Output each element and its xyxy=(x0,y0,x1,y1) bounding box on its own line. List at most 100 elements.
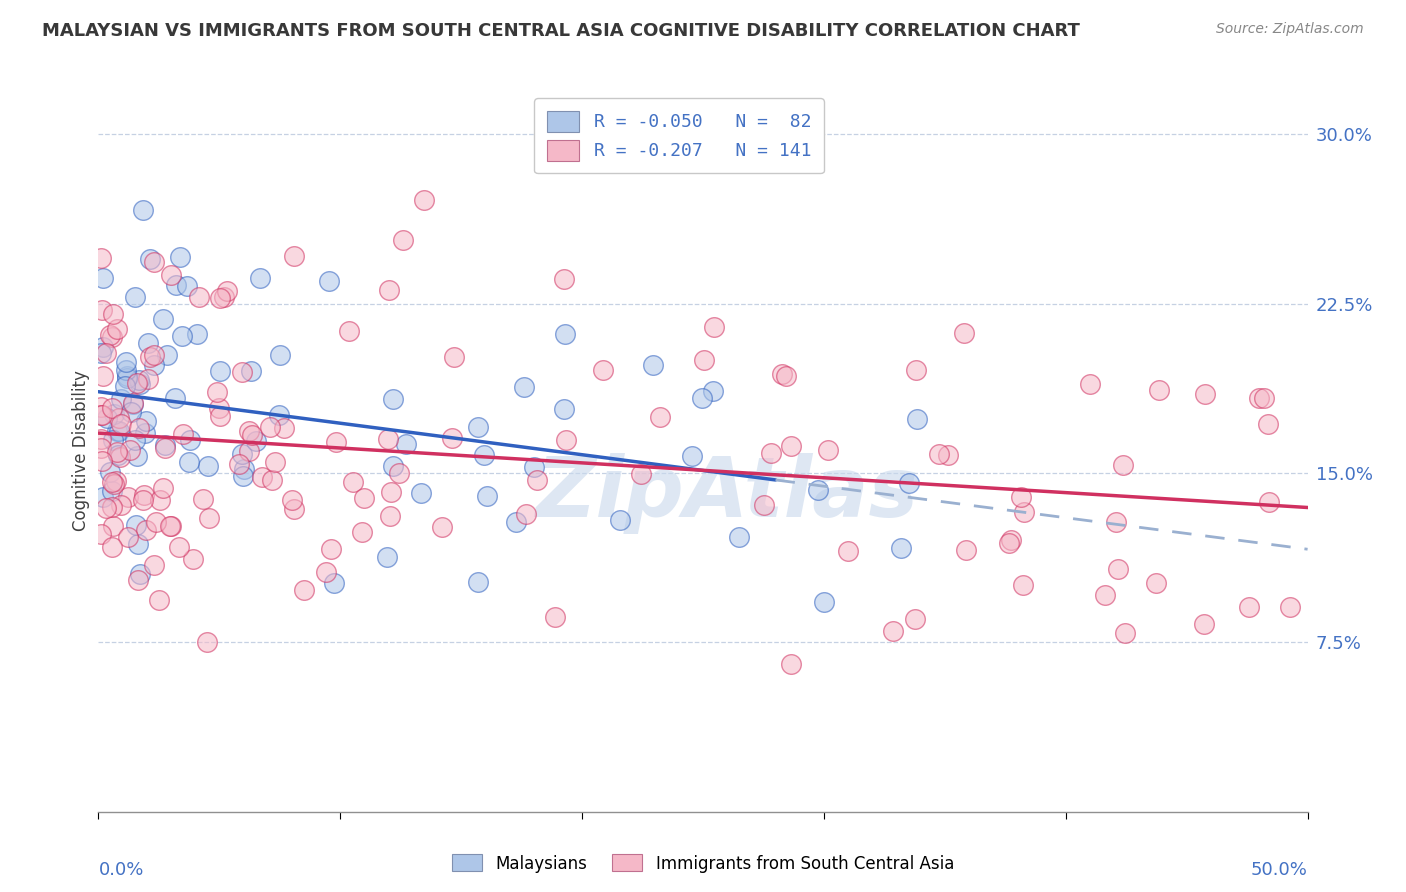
Point xyxy=(98,327,121,342)
Point xyxy=(240,427,263,442)
Point xyxy=(100,330,122,344)
Point xyxy=(630,467,652,481)
Point xyxy=(169,541,191,555)
Text: MALAYSIAN VS IMMIGRANTS FROM SOUTH CENTRAL ASIA COGNITIVE DISABILITY CORRELATION: MALAYSIAN VS IMMIGRANTS FROM SOUTH CENTR… xyxy=(42,22,1080,40)
Point xyxy=(323,575,346,590)
Point xyxy=(100,540,122,554)
Point xyxy=(114,379,136,393)
Point xyxy=(129,567,152,582)
Point xyxy=(1147,383,1170,397)
Point xyxy=(315,566,337,580)
Text: Source: ZipAtlas.com: Source: ZipAtlas.com xyxy=(1216,22,1364,37)
Point xyxy=(898,475,921,490)
Point xyxy=(122,397,145,411)
Point xyxy=(1112,458,1135,472)
Point xyxy=(553,272,575,286)
Point xyxy=(165,277,187,292)
Point xyxy=(156,348,179,362)
Point xyxy=(120,404,142,418)
Point xyxy=(1078,377,1101,392)
Point xyxy=(208,401,231,415)
Point xyxy=(1105,516,1128,530)
Point xyxy=(135,523,157,537)
Point xyxy=(1010,490,1032,504)
Point xyxy=(117,531,139,545)
Legend: R = -0.050   N =  82, R = -0.207   N = 141: R = -0.050 N = 82, R = -0.207 N = 141 xyxy=(534,98,824,173)
Point xyxy=(928,447,950,461)
Point xyxy=(90,408,112,422)
Point xyxy=(238,443,260,458)
Point xyxy=(375,549,398,564)
Point xyxy=(165,391,187,405)
Point xyxy=(181,552,204,566)
Point xyxy=(294,583,316,598)
Point xyxy=(882,624,904,639)
Point xyxy=(526,474,548,488)
Point xyxy=(759,446,782,460)
Point xyxy=(953,326,976,340)
Point xyxy=(129,376,152,391)
Point xyxy=(936,449,959,463)
Point xyxy=(512,380,534,394)
Point xyxy=(267,408,290,422)
Point xyxy=(101,500,124,515)
Point xyxy=(132,202,155,217)
Point xyxy=(179,455,201,469)
Point xyxy=(318,274,340,288)
Point xyxy=(505,515,527,529)
Point xyxy=(228,457,250,471)
Point xyxy=(1239,599,1261,614)
Point xyxy=(117,490,139,504)
Point xyxy=(217,285,239,299)
Point xyxy=(409,486,432,500)
Point xyxy=(128,421,150,435)
Point xyxy=(205,384,228,399)
Text: 0.0%: 0.0% xyxy=(98,862,143,880)
Point xyxy=(240,364,263,378)
Point xyxy=(641,358,664,372)
Point xyxy=(134,426,156,441)
Point xyxy=(118,442,141,457)
Point xyxy=(955,542,977,557)
Point xyxy=(1253,391,1275,405)
Point xyxy=(692,391,714,405)
Point xyxy=(91,271,114,285)
Point xyxy=(124,433,146,447)
Point xyxy=(1257,495,1279,509)
Point xyxy=(382,392,405,407)
Point xyxy=(232,462,254,476)
Point xyxy=(90,408,112,422)
Point xyxy=(283,501,305,516)
Point xyxy=(1192,617,1215,632)
Point xyxy=(391,233,413,247)
Point xyxy=(153,442,176,456)
Legend: Malaysians, Immigrants from South Central Asia: Malaysians, Immigrants from South Centra… xyxy=(446,847,960,880)
Point xyxy=(101,401,124,415)
Point xyxy=(108,450,131,464)
Point xyxy=(703,319,725,334)
Point xyxy=(155,438,177,452)
Point xyxy=(1012,505,1035,519)
Point xyxy=(232,469,254,483)
Point xyxy=(245,434,267,448)
Point xyxy=(249,270,271,285)
Point xyxy=(1114,625,1136,640)
Point xyxy=(125,376,148,390)
Point xyxy=(90,400,112,414)
Point xyxy=(544,609,567,624)
Point xyxy=(139,252,162,266)
Point xyxy=(124,518,146,533)
Point xyxy=(105,424,128,438)
Point xyxy=(127,573,149,587)
Point xyxy=(96,345,118,359)
Point xyxy=(117,369,139,384)
Point xyxy=(101,484,124,499)
Point xyxy=(136,372,159,386)
Point xyxy=(121,396,143,410)
Point xyxy=(262,473,284,487)
Point xyxy=(380,484,402,499)
Point xyxy=(813,595,835,609)
Point xyxy=(91,340,114,354)
Point xyxy=(681,449,703,463)
Point xyxy=(1194,387,1216,401)
